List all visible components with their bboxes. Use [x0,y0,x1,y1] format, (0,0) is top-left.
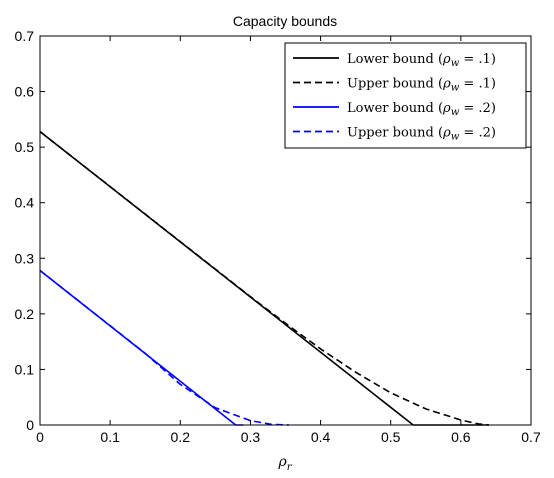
y-tick-label: 0.7 [15,28,35,44]
x-axis-label: ρr [277,454,292,473]
legend-label-2: Upper bound (ρw = .1) [347,77,496,94]
x-tick-label: 0.2 [171,429,191,445]
legend-label-main: Upper bound ( [347,77,443,92]
y-tick-label: 0.5 [15,139,35,155]
legend-label-main: Upper bound ( [347,126,443,141]
y-tick-label: 0.3 [15,250,35,266]
chart-title: Capacity bounds [233,13,337,29]
y-tick-label: 0.4 [15,195,35,211]
legend-label-main: Lower bound ( [347,101,443,116]
legend-label-1: Lower bound (ρw = .1) [347,52,496,69]
legend-label-tail: = .2) [459,101,496,116]
plot-frame [39,35,532,426]
legend-label-rho: ρ [442,77,451,92]
legend-label-sub: w [451,132,460,143]
legend-label-rho: ρ [442,126,451,141]
x-tick-label: 0.4 [311,429,331,445]
series-line-4 [39,269,290,426]
y-tick-label: 0.1 [15,361,35,377]
series-line-2 [39,130,489,426]
x-tick-label: 0.3 [241,429,261,445]
legend-label-rho: ρ [442,52,451,67]
ticks: 0 0.1 0.2 0.3 0.4 0.5 0.6 0.7 0 0.1 0.2 0.3 0.4 0.5 0.… [15,28,541,445]
legend-label-rho: ρ [442,101,451,116]
legend-label-sub: w [451,58,460,69]
legend-label-tail: = .2) [459,126,496,141]
y-tick-label: 0.6 [15,84,35,100]
x-axis-label-main: ρ [277,454,287,470]
x-tick-label: 0 [36,429,44,445]
legend-label-tail: = .1) [459,77,496,92]
legend-box [284,42,527,149]
legend-label-main: Lower bound ( [347,52,443,67]
x-tick-label: 0.6 [451,429,471,445]
legend-label-sub: w [451,83,460,94]
y-tick-label: 0 [26,417,34,433]
x-tick-label: 0.5 [381,429,401,445]
legend-label-sub: w [451,107,460,118]
x-tick-label: 0.1 [100,429,120,445]
legend: Lower bound (ρw = .1)Upper bound (ρw = .… [284,42,527,149]
legend-label-4: Upper bound (ρw = .2) [347,126,496,143]
x-axis-label-sub: r [287,462,293,473]
legend-label-tail: = .1) [459,52,496,67]
x-tick-label: 0.7 [521,429,541,445]
legend-label-3: Lower bound (ρw = .2) [347,101,496,118]
y-tick-label: 0.2 [15,306,35,322]
